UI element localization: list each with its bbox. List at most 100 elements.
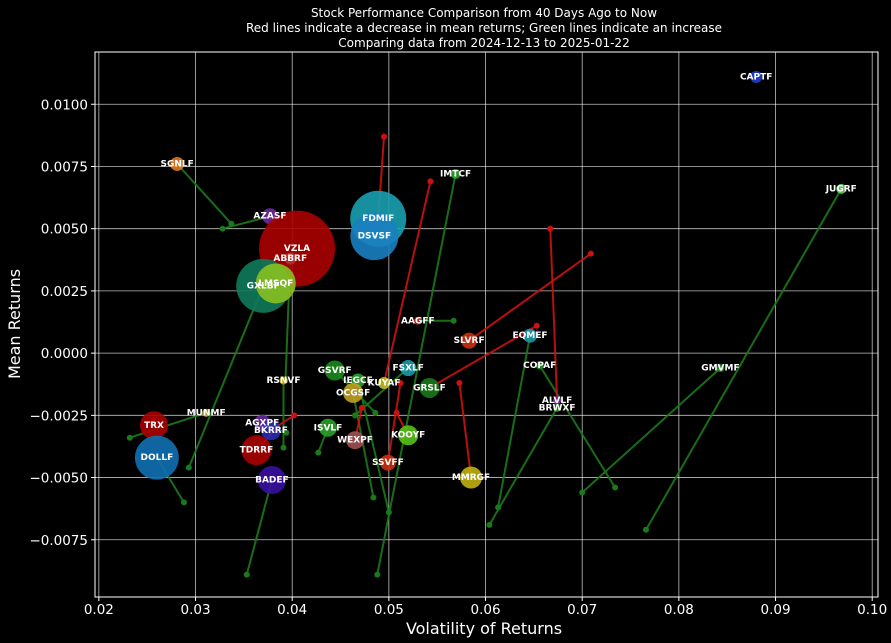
previous-point [612,484,619,491]
data-point [413,316,422,325]
x-tick-label: 0.06 [471,602,501,618]
point-label: OCGSF [336,388,370,398]
data-point [350,212,399,261]
point-label: ISVLF [314,423,343,433]
change-line [176,163,233,225]
previous-point [291,412,298,419]
data-point [378,376,391,389]
point-label: GMVMF [701,364,739,374]
change-line [468,252,592,342]
previous-point [374,571,381,578]
data-point [553,403,562,412]
data-point [284,252,297,265]
point-label: BRWXF [539,403,576,413]
change-line [497,335,531,508]
previous-point [126,434,133,441]
plot-frame [94,51,879,598]
point-label: SLVRF [454,336,485,346]
point-label: FDMIF [362,214,394,224]
y-tick-label: 0.0075 [41,159,88,175]
data-point [523,328,537,343]
point-label: COPAF [523,361,556,371]
point-label: TRX [144,421,164,431]
point-label: ALVLF [542,396,572,406]
data-point [324,360,345,381]
point-label: LMSQF [258,279,293,289]
previous-point [385,509,392,516]
point-label: CAPTF [740,72,772,82]
change-line [129,411,207,439]
previous-point [185,464,192,471]
change-line [488,407,558,526]
data-point [553,396,562,405]
data-point [134,435,179,480]
change-line [549,228,559,401]
x-tick-label: 0.04 [277,602,307,618]
point-label: EQMEF [512,331,547,341]
data-point [535,361,544,370]
previous-point [397,379,404,386]
change-line [376,173,457,575]
point-label: GXLBF [247,281,280,291]
data-point [836,183,847,194]
y-tick-label: −0.0025 [29,408,88,424]
previous-point [587,250,594,257]
previous-point [283,429,290,436]
data-point [257,466,286,495]
point-label: GSVRF [318,366,352,376]
point-label: BADEF [255,476,289,486]
point-label: AAGFF [401,316,435,326]
x-tick-label: 0.03 [181,602,211,618]
point-label: KOOYF [391,431,425,441]
change-line [245,479,273,575]
previous-point [243,571,250,578]
previous-point [372,409,379,416]
data-point [379,454,396,471]
data-point [139,411,168,440]
point-label: DSVSF [358,232,392,242]
data-point [343,382,364,403]
y-tick-label: 0.0100 [41,97,88,113]
previous-point [370,494,377,501]
data-point [318,418,337,437]
previous-point [533,322,540,329]
point-label: MMRGF [452,473,490,483]
x-tick-label: 0.09 [761,602,791,618]
point-label: DOLLF [140,453,173,463]
point-label: MUNMF [187,408,226,418]
previous-point [456,379,463,386]
point-label: SGNLF [161,159,194,169]
data-point [279,376,288,385]
point-label: IEGCF [343,376,373,386]
change-line [386,382,402,463]
previous-point [486,521,493,528]
data-point [450,168,461,179]
data-point [461,332,478,349]
point-label: AGXPF [245,418,279,428]
chart-title-line-1: Stock Performance Comparison from 40 Day… [311,6,657,20]
previous-point [547,225,554,232]
data-point [346,431,365,450]
change-line [428,324,538,389]
x-tick-label: 0.10 [857,602,887,618]
x-tick-label: 0.07 [567,602,597,618]
change-line [356,380,390,513]
x-tick-label: 0.05 [374,602,404,618]
axis-ticks: 0.02 0.03 0.04 0.05 0.06 0.07 0.08 0.09 0.10 −0.0… [29,97,887,618]
y-tick-label: 0.0025 [41,284,88,300]
previous-point [579,489,586,496]
data-points [134,70,847,495]
point-label: BKRRF [254,426,288,436]
data-point [398,425,419,446]
change-line [645,188,843,531]
point-label: RSNVF [266,376,300,386]
y-tick-label: 0.0050 [41,222,88,238]
data-point [170,156,185,171]
previous-point [427,178,434,185]
point-label: VZLA [284,244,310,254]
data-point [460,466,483,489]
point-label: FSXLF [392,364,423,374]
point-label: KUYAF [368,378,401,388]
